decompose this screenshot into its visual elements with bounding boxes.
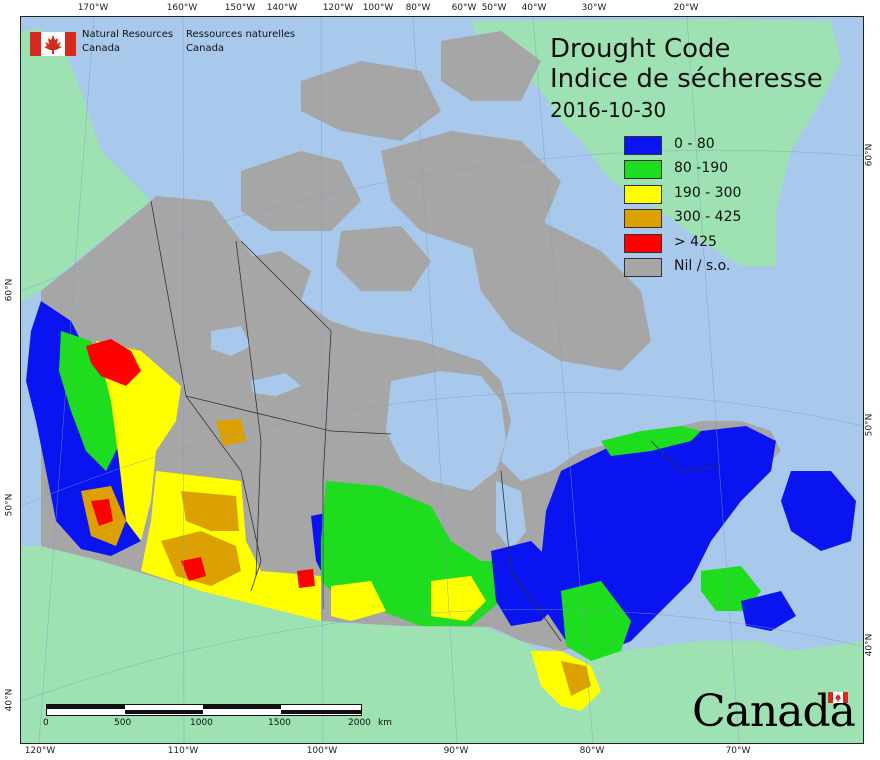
map-date: 2016-10-30: [550, 98, 667, 122]
wordmark-flag-icon: [828, 692, 848, 703]
arctic-island-b: [301, 61, 441, 141]
ontario-yellow-patch-b: [331, 581, 386, 621]
tick-right-50n: 50°N: [864, 413, 875, 437]
tick-bottom-120w: 120°W: [24, 746, 56, 756]
tick-bottom-70w: 70°W: [725, 746, 751, 756]
scale-label-2000: 2000: [348, 718, 371, 728]
map-title-en: Drought Code: [550, 34, 731, 64]
scale-label-1000: 1000: [190, 718, 213, 728]
prairie-red-patch: [181, 557, 206, 581]
great-bear-lake: [211, 326, 251, 356]
arctic-island-d: [441, 31, 541, 101]
map-title-fr: Indice de sécheresse: [550, 64, 823, 94]
tick-top-150w: 150°W: [224, 3, 256, 13]
tick-top-20w: 20°W: [673, 3, 699, 13]
scale-label-500: 500: [114, 718, 132, 728]
tick-left-50n: 50°N: [4, 493, 15, 517]
graticule: [21, 17, 863, 743]
legend-label: Nil / s.o.: [674, 257, 731, 274]
tick-left-60n: 60°N: [4, 278, 15, 302]
great-slave-lake: [251, 373, 301, 396]
usa-land: [21, 546, 863, 743]
nova-scotia-blue: [741, 591, 796, 631]
scale-label-0: 0: [43, 718, 49, 728]
tick-bottom-110w: 110°W: [167, 746, 199, 756]
drought-map: [21, 17, 863, 743]
yukon-red-region: [86, 339, 141, 386]
prairie-orange-region-b: [181, 491, 239, 531]
scale-label-unit: km: [378, 718, 392, 728]
legend-label: 80 -190: [674, 160, 729, 177]
tick-top-80w: 80°W: [405, 3, 431, 13]
tick-right-60n: 60°N: [864, 143, 875, 167]
province-boundaries: [150, 200, 722, 642]
tick-bottom-90w: 90°W: [443, 746, 469, 756]
tick-top-60w: 60°W: [451, 3, 477, 13]
map-frame: [20, 16, 864, 744]
legend-label: 190 - 300: [674, 184, 742, 201]
agency-name-fr-2: Canada: [186, 43, 225, 54]
tick-top-50w: 50°W: [481, 3, 507, 13]
legend-swatch: [624, 160, 662, 180]
tick-left-40n: 40°N: [4, 688, 15, 712]
scale-bar-graphic: [46, 704, 362, 716]
quebec-green-region: [561, 581, 631, 661]
legend-swatch: [624, 257, 662, 277]
tick-top-120w: 120°W: [322, 3, 354, 13]
agency-name-en-1: Natural Resources: [82, 29, 174, 40]
baffin-island: [471, 221, 651, 371]
newfoundland-blue: [781, 471, 856, 551]
tick-top-30w: 30°W: [581, 3, 607, 13]
tick-top-100w: 100°W: [362, 3, 394, 13]
legend-label: > 425: [674, 233, 717, 250]
scale-label-1500: 1500: [268, 718, 291, 728]
agency-name-en-2: Canada: [82, 43, 121, 54]
legend-swatch: [624, 209, 662, 229]
agency-name-fr-1: Ressources naturelles: [186, 29, 296, 40]
canada-flag-icon: [30, 32, 76, 56]
tick-top-40w: 40°W: [521, 3, 547, 13]
map-title-block: Drought Code Indice de sécheresse 2016-1…: [550, 34, 823, 124]
alaska-land: [21, 29, 151, 301]
arctic-island-f: [336, 226, 431, 291]
tick-top-140w: 140°W: [266, 3, 298, 13]
arctic-island-e: [231, 251, 311, 301]
bc-red-patch: [91, 499, 113, 526]
bc-yellow-region: [96, 341, 181, 541]
ontario-yellow-patch: [431, 576, 486, 621]
bc-green-region: [59, 331, 121, 471]
tick-top-170w: 170°W: [77, 3, 109, 13]
arctic-island-c: [381, 131, 561, 251]
arctic-island-a: [241, 151, 361, 231]
tick-bottom-100w: 100°W: [306, 746, 338, 756]
prairie-red-patch-b: [297, 569, 315, 588]
legend-swatch: [624, 233, 662, 253]
legend-swatch: [624, 136, 662, 155]
legend-swatch: [624, 184, 662, 204]
tick-bottom-80w: 80°W: [579, 746, 605, 756]
legend-label: 0 - 80: [674, 136, 715, 152]
tick-top-160w: 160°W: [166, 3, 198, 13]
tick-right-40n: 40°N: [864, 633, 875, 657]
legend-label: 300 - 425: [674, 209, 742, 226]
saskatchewan-patch: [216, 419, 246, 446]
southern-ontario-orange: [561, 661, 591, 696]
